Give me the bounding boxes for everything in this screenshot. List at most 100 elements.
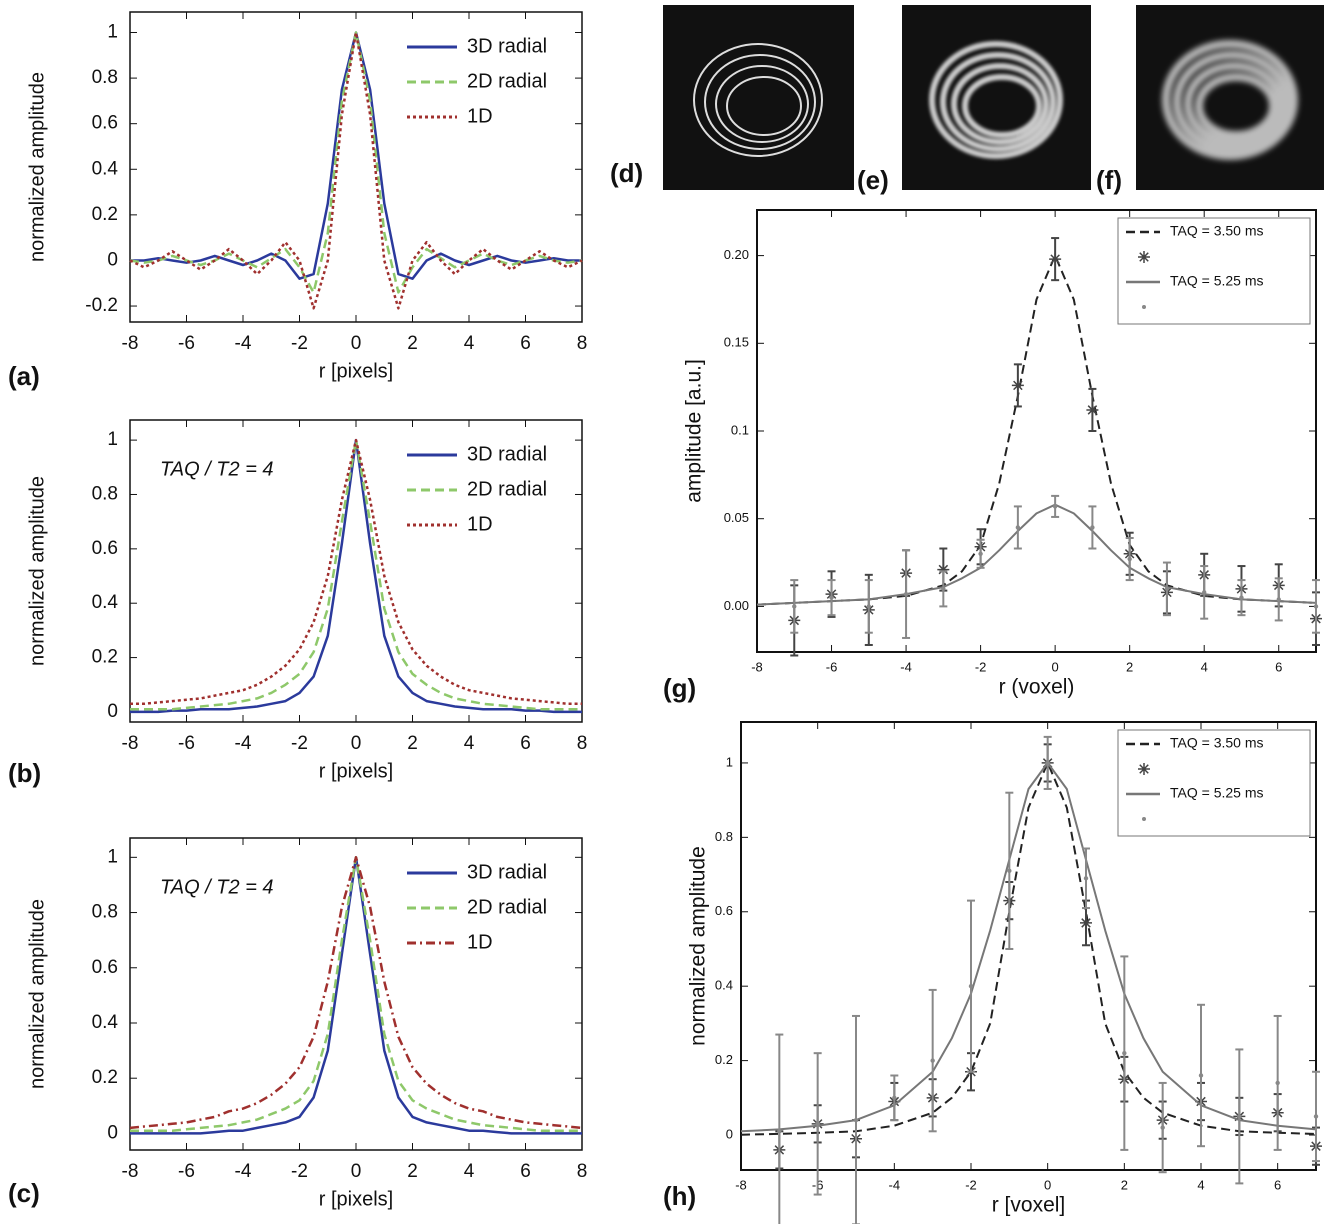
legend-label: 1D <box>467 931 493 953</box>
data-line <box>130 438 582 706</box>
data-point <box>1049 253 1062 266</box>
data-point <box>853 1117 859 1123</box>
y-tick-label: 0.2 <box>715 1052 733 1067</box>
x-axis-label: r [pixels] <box>319 1188 393 1210</box>
x-tick-label: -6 <box>178 1161 195 1182</box>
x-tick-label: -2 <box>291 733 308 754</box>
x-tick-label: 6 <box>1275 659 1282 674</box>
legend-label: 2D radial <box>467 896 547 918</box>
data-line <box>129 31 583 294</box>
legend-label: TAQ = 5.25 ms <box>1170 273 1264 289</box>
y-axis-label: normalized amplitude <box>687 846 710 1046</box>
data-point <box>1007 868 1012 874</box>
data-line <box>756 503 1317 606</box>
y-tick-label: 0.2 <box>92 1067 118 1088</box>
panel-label: (g) <box>663 673 696 703</box>
legend-label: 2D radial <box>467 478 547 500</box>
x-axis-label: r [pixels] <box>319 760 393 782</box>
x-tick-label: 0 <box>351 733 362 754</box>
x-tick-label: 8 <box>577 333 588 354</box>
x-tick-label: 4 <box>1197 1177 1204 1192</box>
x-tick-label: -8 <box>122 733 139 754</box>
panel-label: (d) <box>610 158 643 188</box>
y-axis-label: normalized amplitude <box>26 72 48 262</box>
x-tick-label: -2 <box>975 659 987 674</box>
y-tick-label: 0.6 <box>92 538 118 559</box>
x-tick-label: -4 <box>900 659 912 674</box>
x-tick-label: -6 <box>178 733 195 754</box>
legend-label: 1D <box>467 105 493 127</box>
data-point <box>1239 595 1244 600</box>
x-tick-label: 6 <box>520 333 531 354</box>
data-point <box>1122 1050 1127 1056</box>
data-point <box>1011 379 1024 392</box>
data-point <box>829 595 834 600</box>
data-point <box>1160 1125 1165 1130</box>
x-tick-label: 8 <box>577 1161 588 1182</box>
panel-label: (f) <box>1096 165 1122 195</box>
x-tick-label: 2 <box>1121 1177 1128 1192</box>
x-tick-label: 0 <box>351 1161 362 1182</box>
y-axis-label: normalized amplitude <box>26 476 48 666</box>
y-tick-label: 0 <box>726 1126 733 1141</box>
panel-label: (a) <box>8 361 40 391</box>
y-tick-label: 0.6 <box>92 113 118 134</box>
data-point <box>930 1058 935 1063</box>
y-tick-label: 0 <box>107 1122 118 1143</box>
image-e <box>902 5 1091 190</box>
plot-frame <box>740 721 1317 1171</box>
x-tick-label: 0 <box>351 333 362 354</box>
legend-label: TAQ = 3.50 ms <box>1170 735 1264 751</box>
legend-marker <box>1142 817 1146 821</box>
legend-label: 3D radial <box>467 861 547 883</box>
x-tick-label: 4 <box>464 1161 475 1182</box>
data-line <box>740 761 1317 1136</box>
data-point <box>1198 1073 1204 1078</box>
x-axis-label: r [voxel] <box>992 1194 1066 1217</box>
x-tick-label: -8 <box>122 333 139 354</box>
x-tick-label: -6 <box>178 333 195 354</box>
x-tick-label: -2 <box>291 1161 308 1182</box>
x-tick-label: -4 <box>235 333 252 354</box>
data-point <box>903 591 909 597</box>
x-tick-label: -8 <box>751 659 763 674</box>
y-tick-label: 0.1 <box>731 422 749 437</box>
legend-label: 2D radial <box>467 70 547 92</box>
data-point <box>1090 525 1095 530</box>
x-tick-label: 2 <box>407 333 418 354</box>
data-point <box>1045 760 1050 766</box>
image-d <box>663 5 854 190</box>
data-point <box>978 551 983 556</box>
data-point <box>1237 1114 1242 1119</box>
x-tick-label: 6 <box>1274 1177 1281 1192</box>
y-tick-label: 0.15 <box>724 335 749 350</box>
data-point <box>1202 590 1207 595</box>
legend-label: 3D radial <box>467 443 547 465</box>
legend-marker <box>1138 251 1150 263</box>
data-point <box>1052 504 1058 509</box>
data-point <box>937 563 950 576</box>
x-tick-label: 2 <box>407 1161 418 1182</box>
panel-label: (h) <box>663 1181 696 1211</box>
y-tick-label: 0 <box>107 249 118 270</box>
x-tick-label: -2 <box>965 1177 977 1192</box>
legend-label: TAQ = 3.50 ms <box>1170 223 1264 239</box>
legend-label: TAQ = 5.25 ms <box>1170 785 1264 801</box>
x-tick-label: -8 <box>122 1161 139 1182</box>
y-tick-label: 0.4 <box>92 1012 119 1033</box>
legend-marker <box>1138 763 1150 775</box>
y-tick-label: -0.2 <box>85 295 118 316</box>
data-point <box>941 586 946 592</box>
y-axis-label: normalized amplitude <box>26 899 48 1089</box>
annotation: TAQ / T2 = 4 <box>160 458 274 480</box>
data-point <box>1164 586 1170 592</box>
image-f <box>1136 5 1324 190</box>
x-tick-label: -8 <box>735 1177 747 1192</box>
legend-box <box>1117 729 1311 837</box>
data-point <box>1313 1114 1319 1119</box>
y-tick-label: 0.4 <box>92 592 119 613</box>
x-tick-label: -4 <box>235 733 252 754</box>
y-tick-label: 0.8 <box>92 483 118 504</box>
legend-label: 1D <box>467 513 493 535</box>
x-tick-label: 0 <box>1052 659 1059 674</box>
